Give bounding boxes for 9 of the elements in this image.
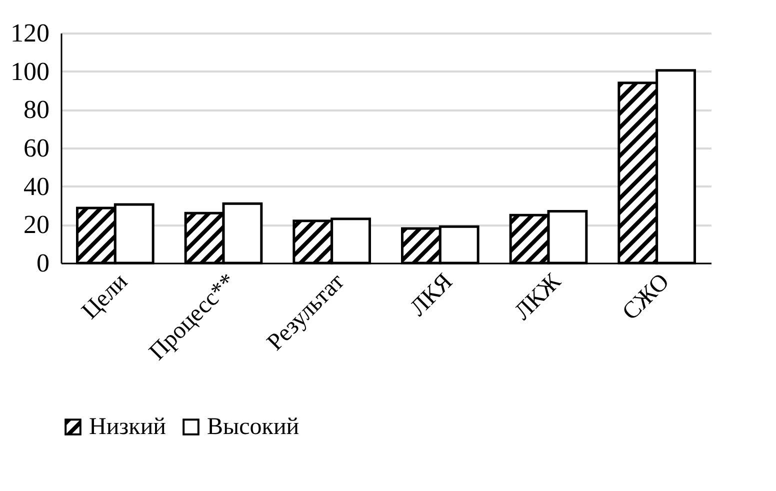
y-tick-label: 60 xyxy=(24,134,50,162)
legend-label: Высокий xyxy=(207,414,300,440)
y-tick-label: 40 xyxy=(24,172,50,201)
y-tick-label: 80 xyxy=(24,95,50,124)
y-tick-label: 0 xyxy=(36,248,50,278)
y-tick-label: 100 xyxy=(10,56,50,86)
legend-label: Низкий xyxy=(89,414,166,440)
y-tick-label: 20 xyxy=(24,210,50,240)
y-tick-label: 120 xyxy=(10,18,50,48)
